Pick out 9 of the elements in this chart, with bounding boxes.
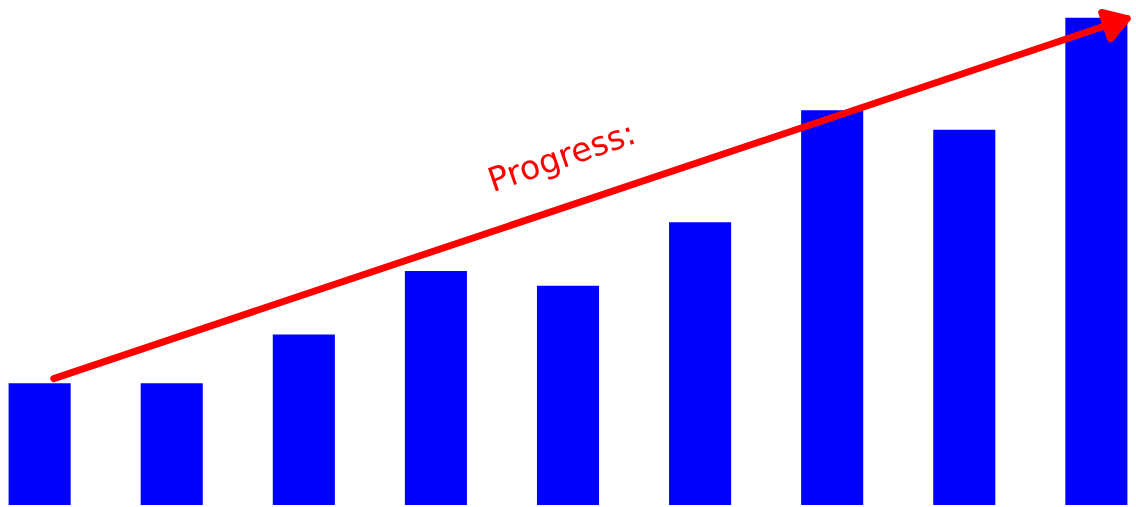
bar (8, 383, 71, 505)
bar (801, 110, 864, 505)
bar (1065, 17, 1128, 505)
bar (536, 285, 600, 505)
bar (272, 334, 335, 505)
bar (669, 222, 732, 505)
bar (933, 129, 996, 505)
bar (140, 383, 203, 505)
bar (404, 271, 467, 505)
